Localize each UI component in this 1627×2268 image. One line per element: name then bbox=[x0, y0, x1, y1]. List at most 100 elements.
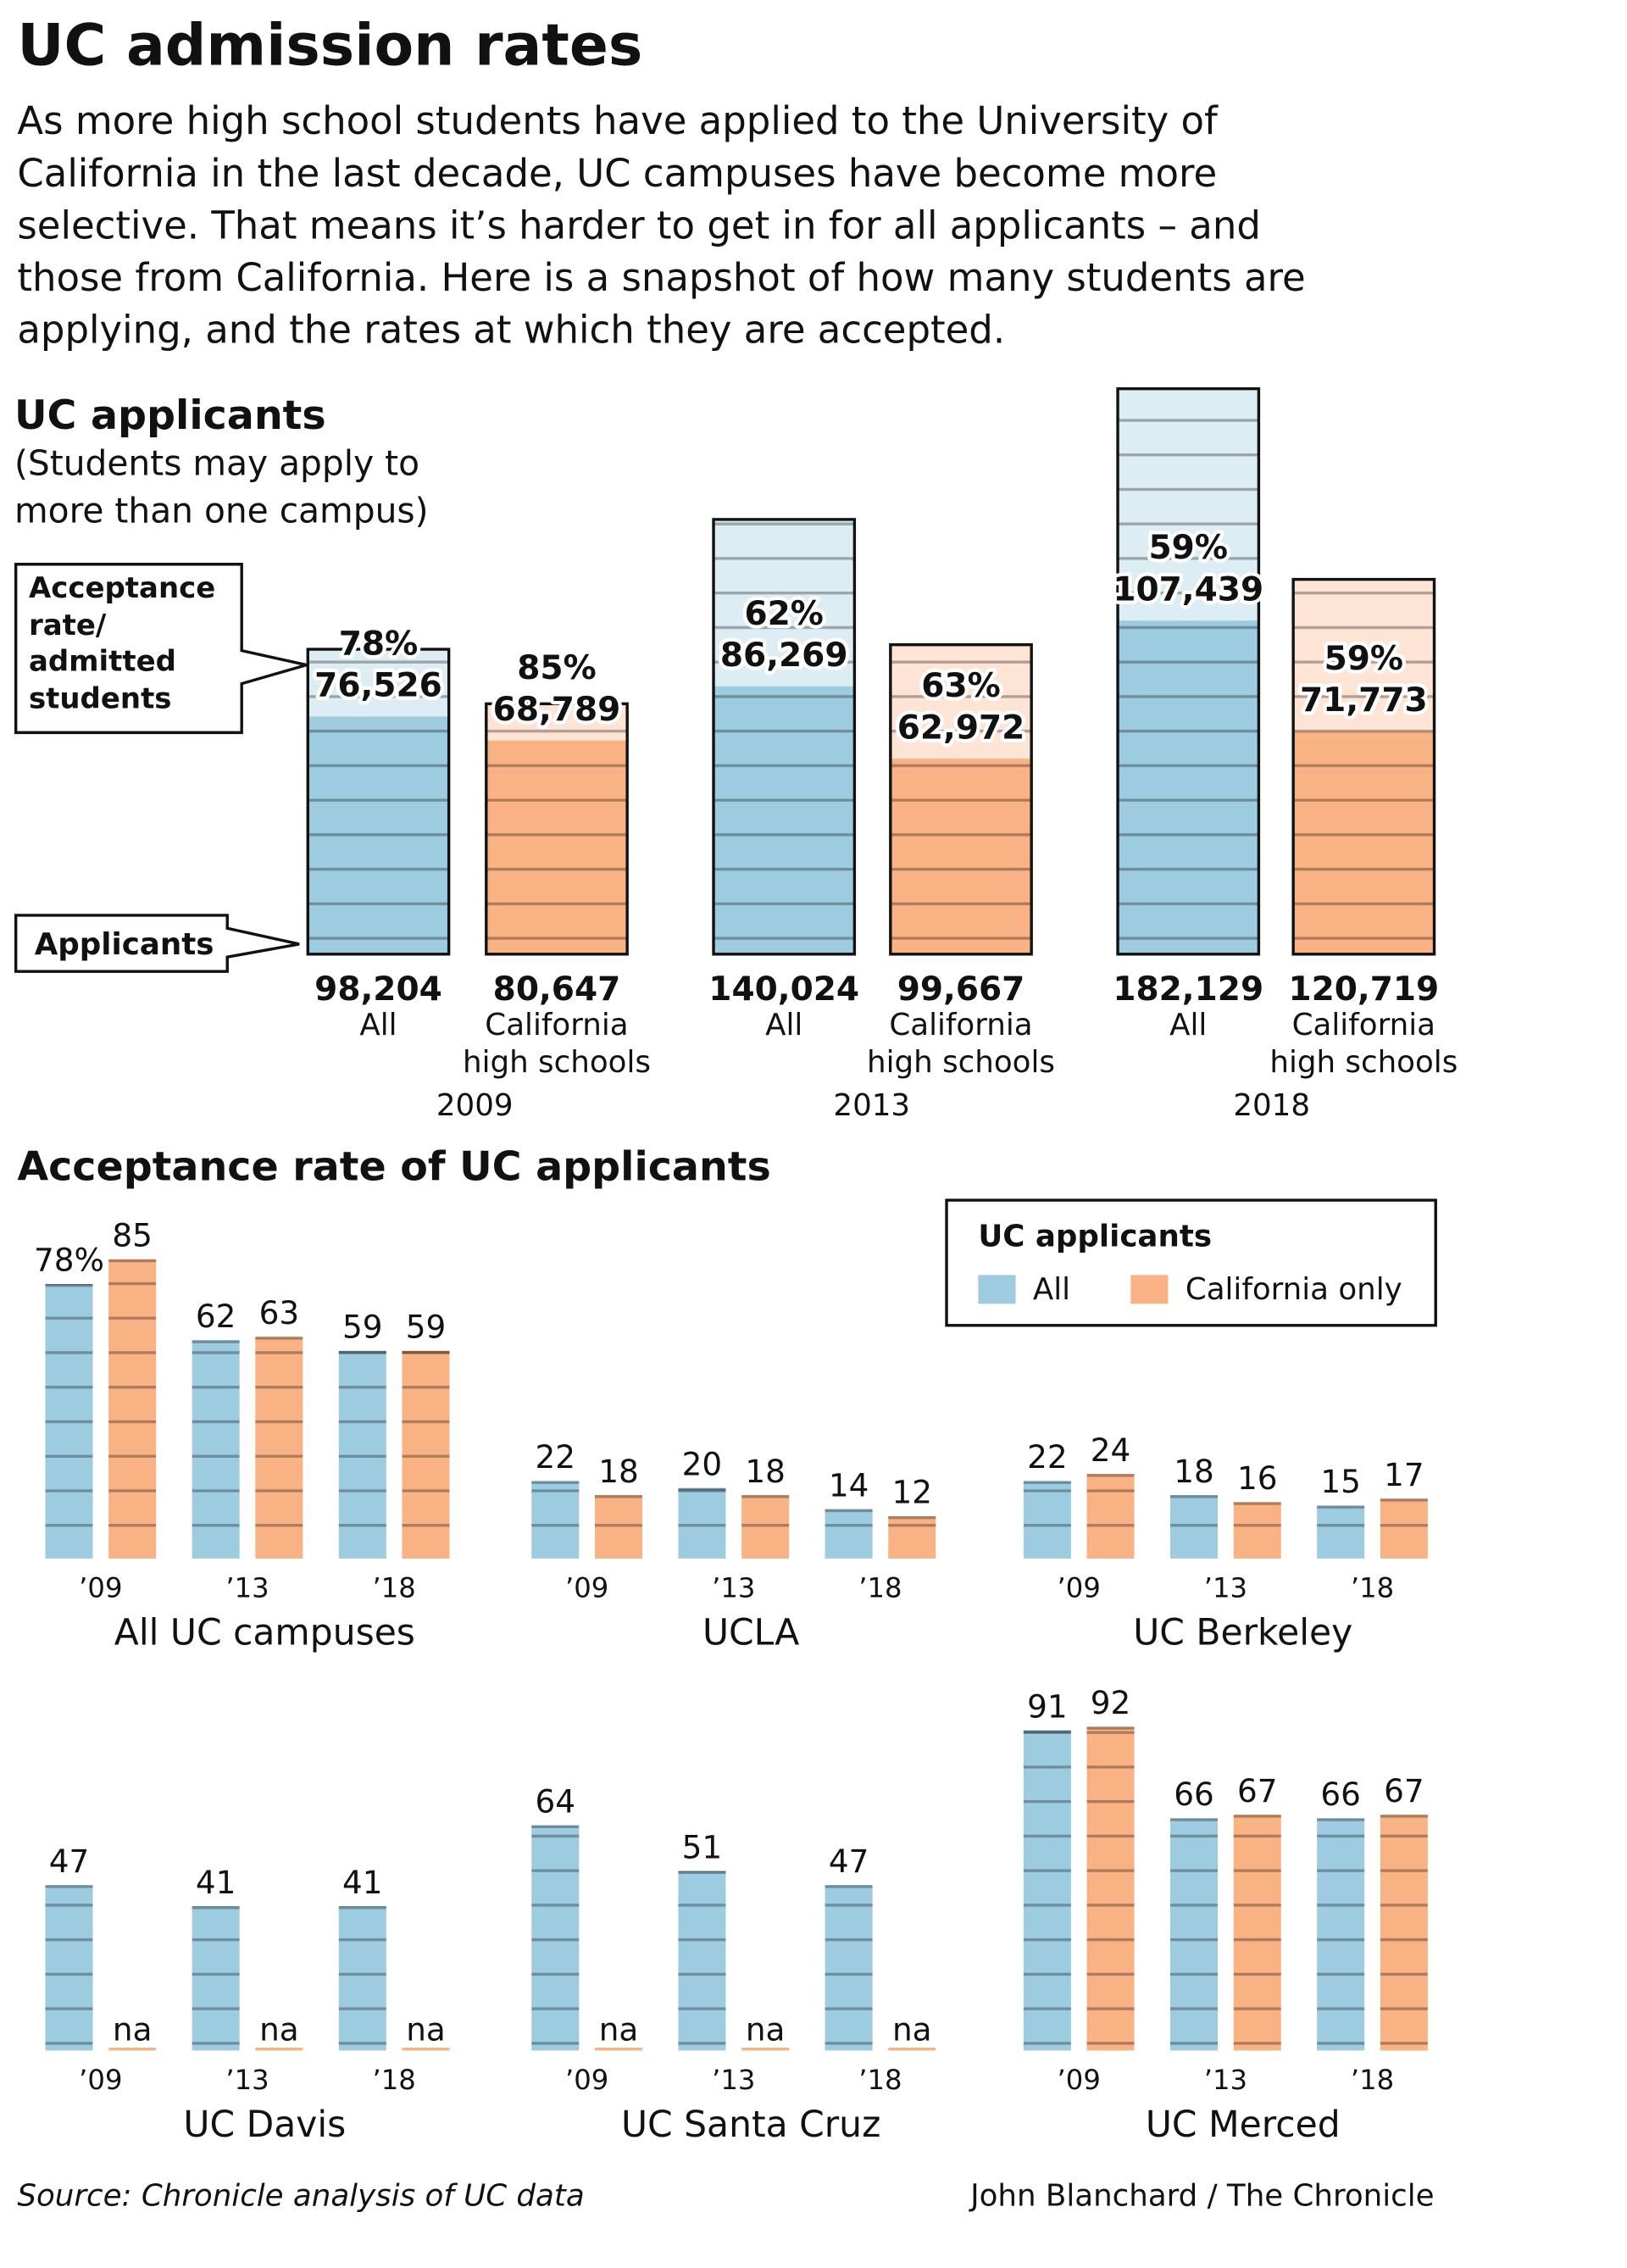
bar-stripes bbox=[1086, 1726, 1135, 2051]
bar-stripes bbox=[1233, 1815, 1281, 2051]
bar-stripes bbox=[825, 1509, 873, 1559]
value-label: 62 bbox=[196, 1298, 236, 1335]
admitted-label: 107,439 bbox=[1113, 570, 1263, 609]
x-tick-label: ’09 bbox=[79, 1572, 122, 1604]
value-label: 63 bbox=[259, 1294, 300, 1331]
rate-label: 59% bbox=[1149, 529, 1228, 567]
value-label: 16 bbox=[1237, 1459, 1278, 1497]
value-label: na bbox=[892, 2010, 932, 2048]
category-label: All bbox=[1169, 1008, 1207, 1042]
value-label: 92 bbox=[1091, 1684, 1131, 1721]
value-label: 15 bbox=[1320, 1463, 1361, 1500]
value-label: 66 bbox=[1174, 1776, 1214, 1813]
applicants-bar bbox=[306, 648, 451, 956]
value-label: 24 bbox=[1091, 1431, 1131, 1469]
bar-stripes bbox=[45, 1283, 93, 1559]
bar-stripes bbox=[531, 1481, 580, 1559]
value-label: 18 bbox=[745, 1453, 786, 1490]
bar-stripes bbox=[1170, 1818, 1219, 2051]
value-label: 22 bbox=[536, 1438, 576, 1476]
bar-stripes bbox=[192, 1906, 240, 2051]
applicants-bar bbox=[889, 643, 1033, 956]
category-label-text: California high schools bbox=[462, 1007, 651, 1080]
admitted-label: 68,789 bbox=[493, 691, 621, 729]
rate-label: 63% bbox=[921, 667, 1000, 705]
bar-stripes bbox=[402, 1350, 450, 1559]
bar-stripes bbox=[1118, 388, 1259, 954]
rate-label: 62% bbox=[744, 595, 823, 633]
value-label: 59 bbox=[342, 1309, 383, 1346]
legend-label: California only bbox=[1186, 1272, 1402, 1307]
bar-stripes bbox=[192, 1340, 240, 1559]
legend-box bbox=[945, 1198, 1437, 1327]
section-title: Acceptance rate of UC applicants bbox=[17, 1143, 770, 1190]
callout-box bbox=[14, 563, 308, 735]
description-line: As more high school students have applie… bbox=[17, 98, 1219, 143]
callout-text-text: Acceptance rate/ admitted students bbox=[28, 570, 216, 715]
value-label: na bbox=[746, 2010, 786, 2048]
source: Source: Chronicle analysis of UC data bbox=[17, 2179, 584, 2214]
value-label: 91 bbox=[1027, 1687, 1068, 1725]
x-tick-label: ’09 bbox=[79, 2064, 122, 2096]
applicants-label: 98,204 bbox=[314, 970, 442, 1009]
x-tick-label: ’13 bbox=[1204, 2064, 1247, 2096]
description-line: selective. That means it’s harder to get… bbox=[17, 203, 1261, 247]
x-tick-label: ’18 bbox=[858, 1572, 902, 1604]
panel-title: UC Berkeley bbox=[1133, 1613, 1352, 1654]
bar-stripes bbox=[486, 703, 628, 954]
x-tick-label: ’18 bbox=[372, 1572, 415, 1604]
bar-stripes bbox=[1380, 1498, 1428, 1559]
chart-subtitle: more than one campus) bbox=[14, 491, 429, 531]
value-label: 67 bbox=[1237, 1772, 1278, 1809]
description-line: applying, and the rates at which they ar… bbox=[17, 308, 1005, 353]
bar-stripes bbox=[594, 1495, 642, 1559]
legend-title: UC applicants bbox=[978, 1219, 1212, 1254]
value-label: 66 bbox=[1320, 1776, 1361, 1813]
bar-stripes bbox=[308, 649, 449, 954]
bar-stripes bbox=[678, 1487, 726, 1559]
panel-title: All UC campuses bbox=[114, 1613, 415, 1654]
value-label: 47 bbox=[829, 1843, 869, 1880]
callout-text: Applicants bbox=[35, 927, 214, 962]
bar-stripes bbox=[45, 1885, 93, 2051]
bar-stripes bbox=[1233, 1502, 1281, 1559]
value-label: na bbox=[599, 2010, 639, 2048]
admitted-label: 62,972 bbox=[897, 709, 1025, 747]
bar-stripes bbox=[825, 1885, 873, 2051]
panel-title: UCLA bbox=[702, 1613, 799, 1654]
category-label: California high schools bbox=[867, 1007, 1055, 1080]
rate-label: 78% bbox=[339, 625, 418, 663]
applicants-bar bbox=[485, 702, 629, 956]
x-tick-label: ’09 bbox=[565, 1572, 608, 1604]
category-label: All bbox=[359, 1008, 397, 1042]
chart-title: UC applicants bbox=[14, 392, 326, 439]
value-label: na bbox=[406, 2010, 446, 2048]
value-label: 14 bbox=[829, 1466, 869, 1504]
x-tick-label: ’09 bbox=[565, 2064, 608, 2096]
value-label: 78% bbox=[34, 1242, 104, 1279]
rate-label: 59% bbox=[1324, 640, 1403, 678]
bar-stripes bbox=[1023, 1730, 1071, 2051]
bar-stripes bbox=[741, 1495, 790, 1559]
value-label: na bbox=[259, 2010, 299, 2048]
group-label: 2013 bbox=[833, 1088, 910, 1123]
value-label: 51 bbox=[682, 1828, 723, 1865]
value-label: 59 bbox=[406, 1309, 446, 1346]
bar-stripes bbox=[1293, 579, 1435, 954]
category-label-text: California high schools bbox=[867, 1007, 1055, 1080]
bar-stripes bbox=[338, 1350, 386, 1559]
value-label: 18 bbox=[1174, 1453, 1214, 1490]
value-label: 41 bbox=[342, 1864, 383, 1901]
value-label: 67 bbox=[1384, 1772, 1424, 1809]
applicants-bar bbox=[1291, 577, 1436, 956]
bar-stripes bbox=[1317, 1505, 1365, 1559]
description-line: California in the last decade, UC campus… bbox=[17, 151, 1217, 196]
callout-text: Acceptance rate/ admitted students bbox=[28, 570, 216, 715]
x-tick-label: ’18 bbox=[858, 2064, 902, 2096]
bar-stripes bbox=[338, 1906, 386, 2051]
panel-title: UC Merced bbox=[1146, 2104, 1341, 2146]
bar-stripes bbox=[108, 1259, 157, 1559]
category-label: California high schools bbox=[1269, 1008, 1458, 1080]
legend-label: All bbox=[1033, 1272, 1070, 1307]
